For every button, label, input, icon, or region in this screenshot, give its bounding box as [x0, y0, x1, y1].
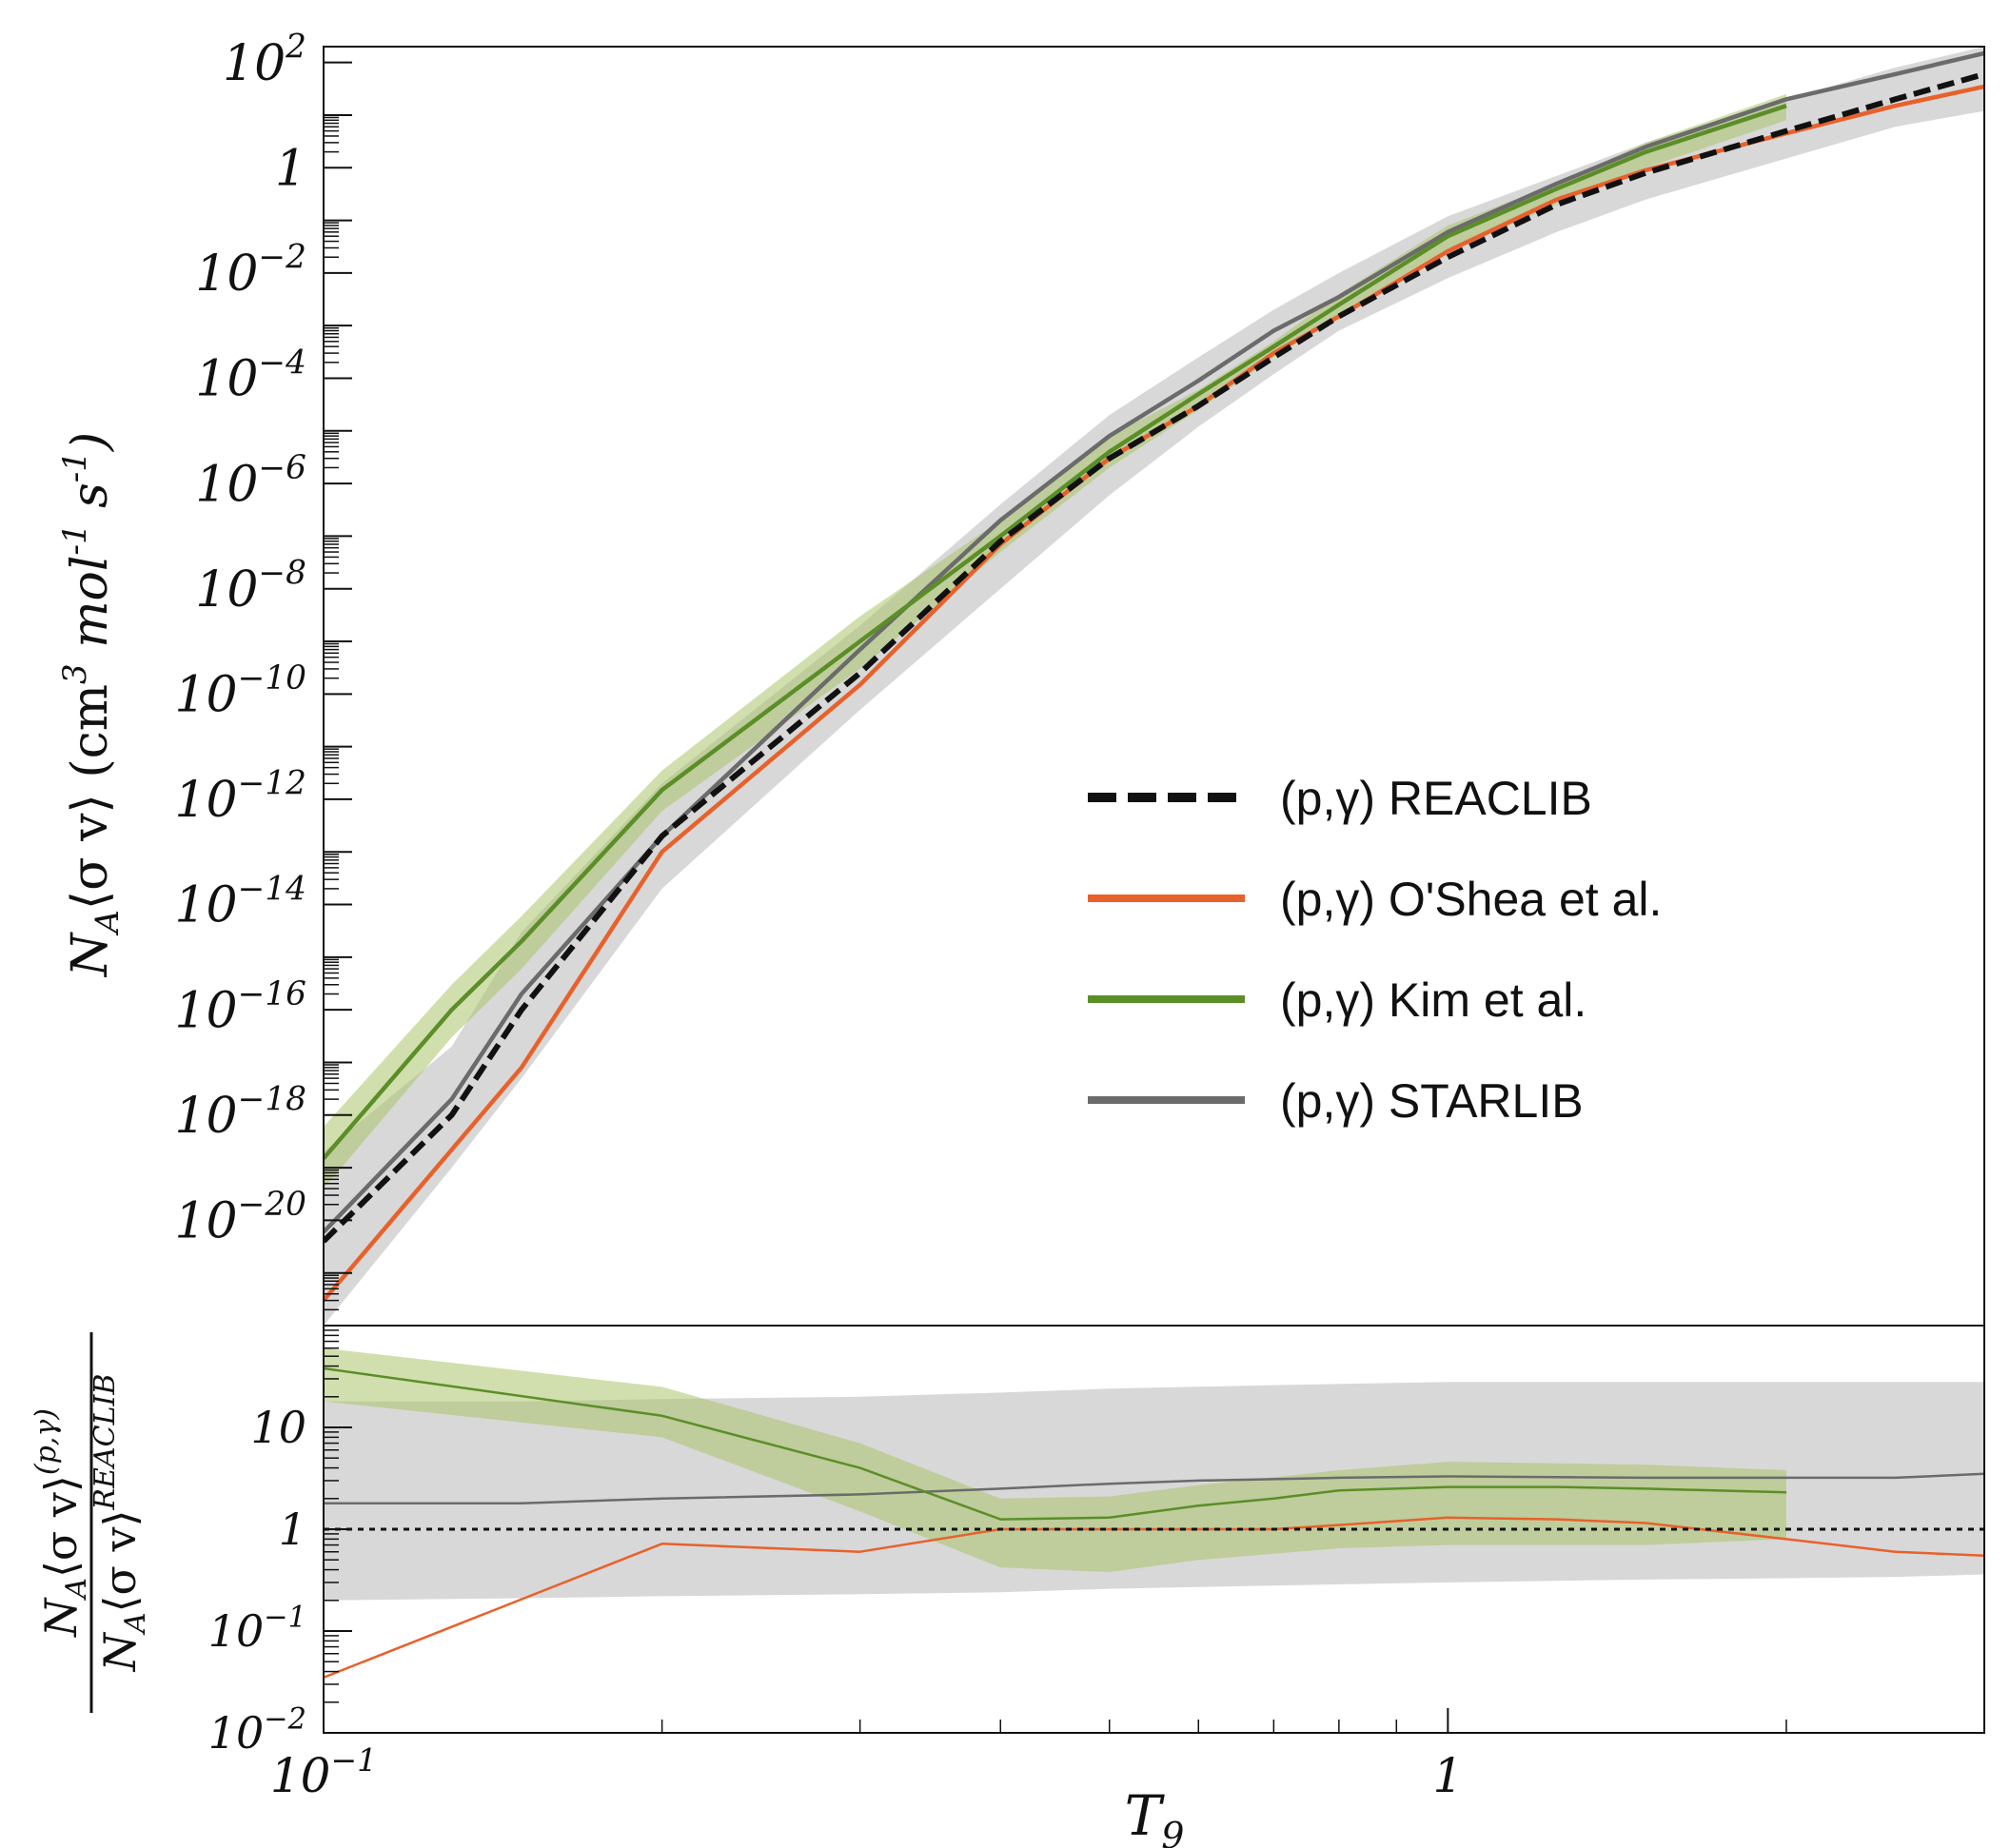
top-y-tick-label: 10−4	[195, 344, 306, 407]
top-y-tick-label: 1	[275, 140, 306, 197]
legend-label-oshea: (p,γ) O'Shea et al.	[1280, 873, 1662, 926]
top-y-tick-label: 10−14	[174, 870, 306, 934]
x-ticks: 10−1 1	[270, 1708, 1985, 1803]
x-axis-title: T9	[1125, 1783, 1185, 1848]
bottom-y-tick-label: 10	[250, 1402, 306, 1453]
bottom-y-tick-label: 1	[279, 1504, 306, 1555]
top-y-axis-title: NA⟨σ v⟩ (cm3 mol-1 s-1)	[56, 432, 127, 978]
top-y-tick-label: 10−16	[174, 975, 306, 1039]
top-reaclib-line	[324, 71, 1984, 1244]
x-tick-label: 1	[1432, 1748, 1463, 1803]
x-tick-label: 10−1	[270, 1741, 377, 1803]
ratio-lines	[324, 1366, 1984, 1679]
top-kim-line	[324, 104, 1787, 1160]
top-y-tick-label: 10−20	[174, 1186, 306, 1249]
ratio-denominator: NA⟨σ v⟩REACLIB	[89, 1374, 152, 1673]
legend-label-reaclib: (p,γ) REACLIB	[1280, 772, 1592, 825]
top-panel: 102 1 10−2 10−4 10−6 10−8 10−10 10−12 10−14 10−16…	[174, 28, 1985, 1327]
top-y-tick-label: 10−12	[174, 765, 306, 829]
ratio-numerator: NA⟨σ v⟩(p,γ)	[30, 1408, 93, 1638]
bottom-y-tick-label: 10−1	[208, 1601, 306, 1657]
bottom-y-axis-title: NA⟨σ v⟩(p,γ) NA⟨σ v⟩REACLIB	[30, 1332, 152, 1713]
top-starlib-line	[324, 50, 1984, 1234]
bottom-kim-line	[324, 1366, 1787, 1521]
top-y-tick-label: 10−6	[195, 449, 306, 513]
bottom-y-ticks: 10 1 10−1 10−2	[208, 1325, 352, 1759]
bottom-y-tick-label: 10−2	[208, 1702, 306, 1759]
bottom-oshea-line	[324, 1516, 1984, 1679]
legend-label-kim: (p,γ) Kim et al.	[1280, 973, 1586, 1027]
bottom-starlib-line	[324, 1472, 1984, 1504]
top-y-tick-label: 10−2	[195, 239, 306, 303]
top-y-tick-label: 102	[223, 28, 306, 91]
top-rate-lines	[324, 50, 1984, 1303]
top-y-ticks: 102 1 10−2 10−4 10−6 10−8 10−10 10−12 10−14 10−16…	[174, 28, 352, 1327]
legend: (p,γ) REACLIB (p,γ) O'Shea et al. (p,γ) Ki…	[1088, 772, 1662, 1128]
top-y-tick-label: 10−8	[195, 555, 306, 619]
legend-label-starlib: (p,γ) STARLIB	[1280, 1074, 1584, 1128]
bottom-kim_band	[324, 1347, 1786, 1572]
top-y-tick-label: 10−10	[174, 659, 306, 723]
top-y-tick-label: 10−18	[174, 1081, 306, 1145]
